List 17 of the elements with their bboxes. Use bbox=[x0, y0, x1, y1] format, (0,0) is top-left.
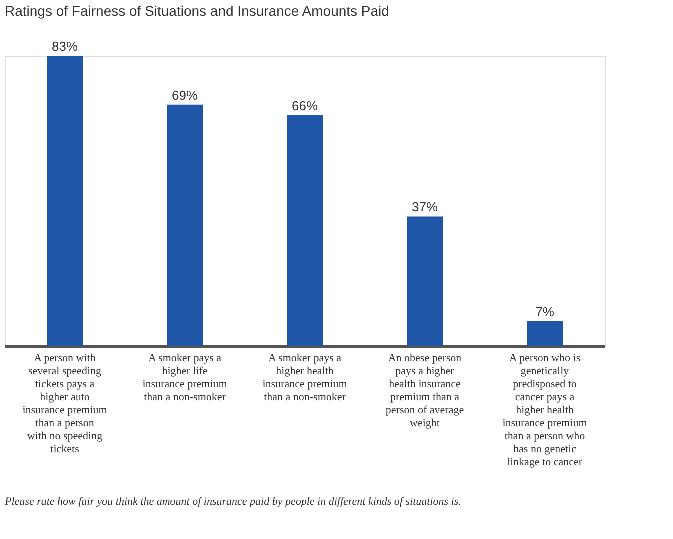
bar bbox=[527, 322, 563, 346]
x-tick-label: An obese person pays a higher health insurance premium than a person of average weight bbox=[386, 352, 464, 430]
bar bbox=[47, 56, 83, 346]
x-tick-label: A person with several speeding tickets pays a higher auto insurance premium than a person with no speeding tickets bbox=[22, 352, 108, 456]
data-label: 7% bbox=[536, 304, 555, 320]
category-label: A person who is genetically predisposed to cancer pays a higher health insurance premium than a person who has no genetic linkage to cancer bbox=[502, 352, 588, 468]
data-label: 69% bbox=[172, 88, 198, 103]
text: Please rate how fair you think the amount of insurance paid by people in different kinds of situations is. bbox=[4, 496, 462, 508]
x-tick-label: A smoker pays a higher health insurance premium than a non-smoker bbox=[262, 352, 348, 404]
chart-title: Ratings of Fairness of Situations and Insurance Amounts Paid bbox=[5, 3, 390, 19]
data-label: 83% bbox=[52, 39, 78, 54]
x-tick-label: A smoker pays a higher life insurance premium than a non-smoker bbox=[142, 352, 228, 404]
bar bbox=[407, 216, 443, 346]
data-label: 66% bbox=[292, 98, 318, 114]
data-label: 37% bbox=[412, 200, 438, 215]
bar bbox=[287, 115, 323, 346]
bar bbox=[167, 104, 203, 346]
